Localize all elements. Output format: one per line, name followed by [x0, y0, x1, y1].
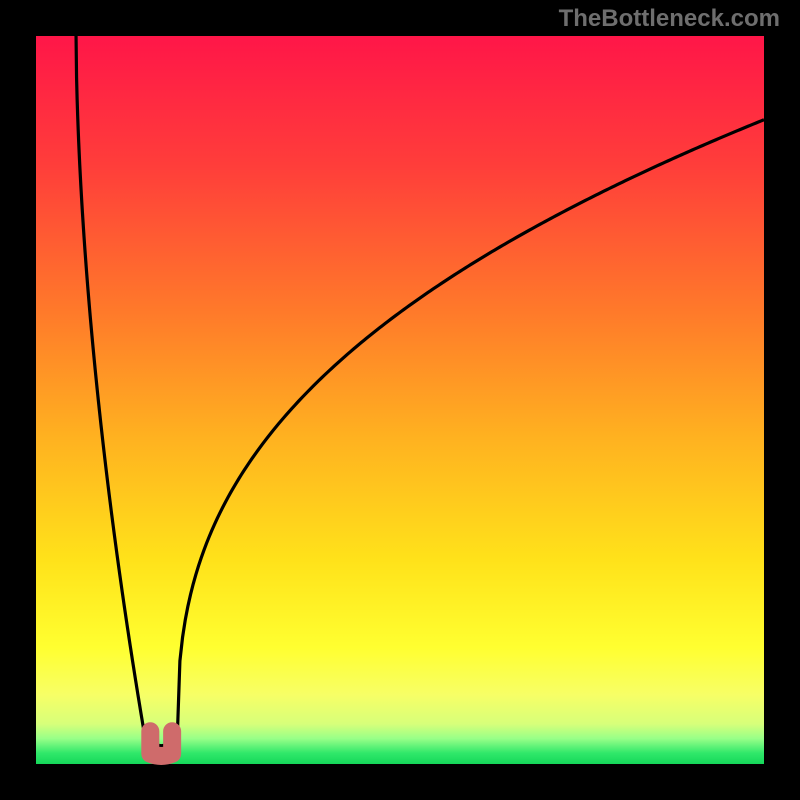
- plot-area: [36, 36, 764, 764]
- watermark-text: TheBottleneck.com: [559, 5, 780, 32]
- chart-root: TheBottleneck.com: [0, 0, 800, 800]
